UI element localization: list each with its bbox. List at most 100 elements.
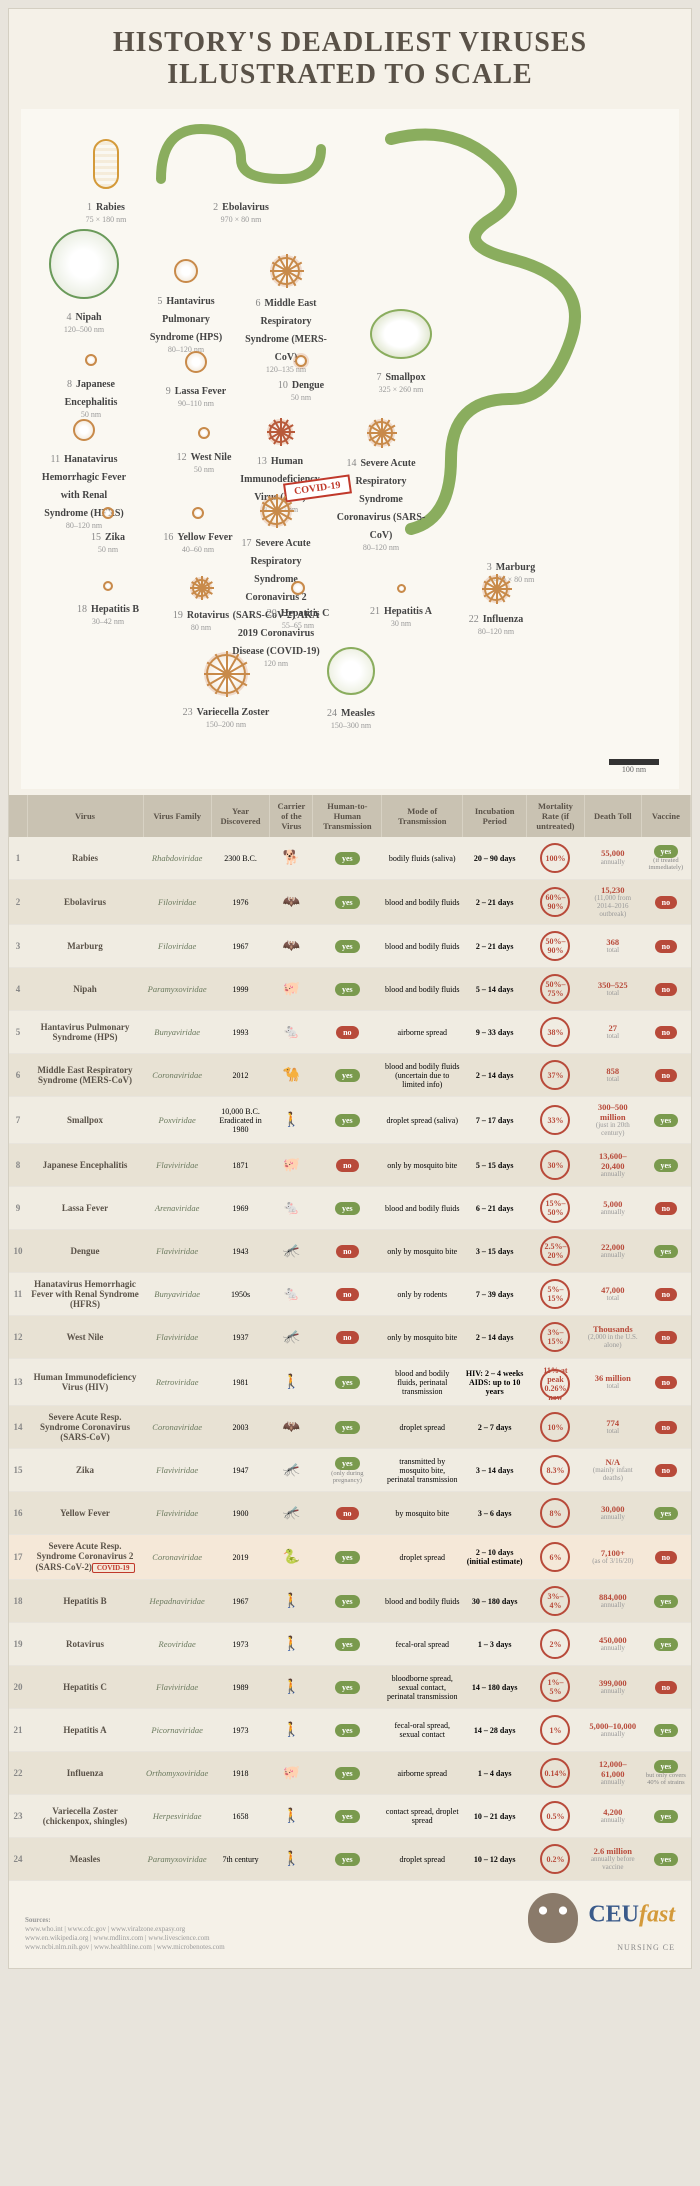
carrier-cell: 🐁 bbox=[270, 1011, 313, 1054]
carrier-cell: 🦇 bbox=[270, 1406, 313, 1449]
mode-cell: blood and bodily fluids bbox=[382, 1580, 463, 1623]
carrier-icon: 🚶 bbox=[283, 1594, 300, 1609]
mortality-circle: 37% bbox=[540, 1060, 570, 1090]
carrier-icon: 🦟 bbox=[283, 1244, 300, 1259]
mortality-circle: 0.14% bbox=[540, 1758, 570, 1788]
row-number: 5 bbox=[9, 1011, 27, 1054]
no-pill: no bbox=[655, 940, 677, 953]
mode-cell: only by mosquito bite bbox=[382, 1316, 463, 1359]
virus-name-cell: West Nile bbox=[27, 1316, 143, 1359]
deathtoll-cell: 884,000annually bbox=[584, 1580, 641, 1623]
carrier-icon: 🐪 bbox=[283, 1068, 300, 1083]
incubation-cell: 14 – 180 days bbox=[463, 1666, 527, 1709]
carrier-icon: 🐖 bbox=[283, 1766, 300, 1781]
vaccine-cell: yes bbox=[641, 1230, 690, 1273]
mode-cell: bodily fluids (saliva) bbox=[382, 837, 463, 880]
year-cell: 1989 bbox=[211, 1666, 269, 1709]
incubation-cell: 9 – 33 days bbox=[463, 1011, 527, 1054]
row-number: 9 bbox=[9, 1187, 27, 1230]
incubation-cell: 5 – 14 days bbox=[463, 968, 527, 1011]
no-pill: no bbox=[655, 1421, 677, 1434]
carrier-icon: 🐍 bbox=[283, 1550, 300, 1565]
carrier-cell: 🐪 bbox=[270, 1054, 313, 1097]
virus-family-cell: Paramyxoviridae bbox=[143, 968, 211, 1011]
mortality-cell: 1% bbox=[527, 1709, 585, 1752]
year-cell: 1871 bbox=[211, 1144, 269, 1187]
h2h-cell: yes bbox=[313, 880, 382, 925]
yes-pill: yes bbox=[335, 1724, 360, 1737]
table-row: 4 Nipah Paramyxoviridae 1999 🐖 yes blood… bbox=[9, 968, 691, 1011]
virus-illustration-9: 9 Lassa Fever 90–110 nm bbox=[151, 351, 241, 408]
year-cell: 1918 bbox=[211, 1752, 269, 1795]
carrier-cell: 🚶 bbox=[270, 1709, 313, 1752]
table-row: 15 Zika Flaviviridae 1947 🦟 yes(only dur… bbox=[9, 1449, 691, 1492]
row-number: 18 bbox=[9, 1580, 27, 1623]
mortality-circle: 0.2% bbox=[540, 1844, 570, 1874]
deathtoll-cell: 350–525total bbox=[584, 968, 641, 1011]
carrier-icon: 🚶 bbox=[283, 1375, 300, 1390]
no-pill: no bbox=[655, 1331, 677, 1344]
mode-cell: blood and bodily fluids (uncertain due t… bbox=[382, 1054, 463, 1097]
table-row: 21 Hepatitis A Picornaviridae 1973 🚶 yes… bbox=[9, 1709, 691, 1752]
incubation-cell: 14 – 28 days bbox=[463, 1709, 527, 1752]
year-cell: 1967 bbox=[211, 1580, 269, 1623]
incubation-cell: 3 – 14 days bbox=[463, 1449, 527, 1492]
virus-family-cell: Coronaviridae bbox=[143, 1406, 211, 1449]
table-header-cell: Mode of Transmission bbox=[382, 795, 463, 837]
virus-illustration-10: 10 Dengue 50 nm bbox=[256, 355, 346, 402]
h2h-cell: yes bbox=[313, 1709, 382, 1752]
table-row: 14 Severe Acute Resp. Syndrome Coronavir… bbox=[9, 1406, 691, 1449]
h2h-cell: yes bbox=[313, 1097, 382, 1144]
no-pill: no bbox=[655, 1376, 677, 1389]
no-pill: no bbox=[336, 1507, 358, 1520]
virus-family-cell: Coronaviridae bbox=[143, 1535, 211, 1580]
year-cell: 10,000 B.C. Eradicated in 1980 bbox=[211, 1097, 269, 1144]
mode-cell: by mosquito bite bbox=[382, 1492, 463, 1535]
row-number: 3 bbox=[9, 925, 27, 968]
incubation-cell: 10 – 21 days bbox=[463, 1795, 527, 1838]
carrier-cell: 🚶 bbox=[270, 1795, 313, 1838]
yes-pill: yes bbox=[335, 1551, 360, 1564]
virus-family-cell: Retroviridae bbox=[143, 1359, 211, 1406]
no-pill: no bbox=[336, 1245, 358, 1258]
table-row: 24 Measles Paramyxoviridae 7th century 🚶… bbox=[9, 1838, 691, 1881]
virus-family-cell: Poxviridae bbox=[143, 1097, 211, 1144]
mode-cell: fecal-oral spread bbox=[382, 1623, 463, 1666]
mortality-circle: 2% bbox=[540, 1629, 570, 1659]
vaccine-cell: yes bbox=[641, 1795, 690, 1838]
no-pill: no bbox=[655, 1026, 677, 1039]
scale-label: 100 nm bbox=[609, 765, 659, 774]
mode-cell: only by mosquito bite bbox=[382, 1144, 463, 1187]
carrier-cell: 🐖 bbox=[270, 968, 313, 1011]
h2h-cell: yes bbox=[313, 1752, 382, 1795]
deathtoll-cell: 13,600–20,400annually bbox=[584, 1144, 641, 1187]
incubation-cell: 5 – 15 days bbox=[463, 1144, 527, 1187]
carrier-cell: 🚶 bbox=[270, 1623, 313, 1666]
vaccine-cell: no bbox=[641, 968, 690, 1011]
row-number: 24 bbox=[9, 1838, 27, 1881]
brand-text: CEUfast bbox=[588, 1902, 675, 1928]
vaccine-cell: no bbox=[641, 880, 690, 925]
virus-family-cell: Picornaviridae bbox=[143, 1709, 211, 1752]
row-number: 21 bbox=[9, 1709, 27, 1752]
table-row: 11 Hanatavirus Hemorrhagic Fever with Re… bbox=[9, 1273, 691, 1316]
no-pill: no bbox=[336, 1288, 358, 1301]
deathtoll-cell: 12,000–61,000annually bbox=[584, 1752, 641, 1795]
virus-family-cell: Reoviridae bbox=[143, 1623, 211, 1666]
carrier-cell: 🦟 bbox=[270, 1492, 313, 1535]
vaccine-cell: no bbox=[641, 1666, 690, 1709]
virus-illustration-5: 5 Hantavirus Pulmonary Syndrome (HPS) 80… bbox=[141, 259, 231, 354]
yes-pill: yes bbox=[654, 1507, 679, 1520]
carrier-cell: 🚶 bbox=[270, 1838, 313, 1881]
virus-family-cell: Flaviviridae bbox=[143, 1449, 211, 1492]
carrier-cell: 🦇 bbox=[270, 925, 313, 968]
mode-cell: blood and bodily fluids, perinatal trans… bbox=[382, 1359, 463, 1406]
mortality-circle: 8% bbox=[540, 1498, 570, 1528]
table-row: 23 Variecella Zoster (chickenpox, shingl… bbox=[9, 1795, 691, 1838]
mortality-cell: 5%–15% bbox=[527, 1273, 585, 1316]
yes-pill: yes bbox=[335, 983, 360, 996]
year-cell: 2003 bbox=[211, 1406, 269, 1449]
mortality-circle: 3%–15% bbox=[540, 1322, 570, 1352]
vaccine-cell: no bbox=[641, 1273, 690, 1316]
carrier-cell: 🐁 bbox=[270, 1273, 313, 1316]
